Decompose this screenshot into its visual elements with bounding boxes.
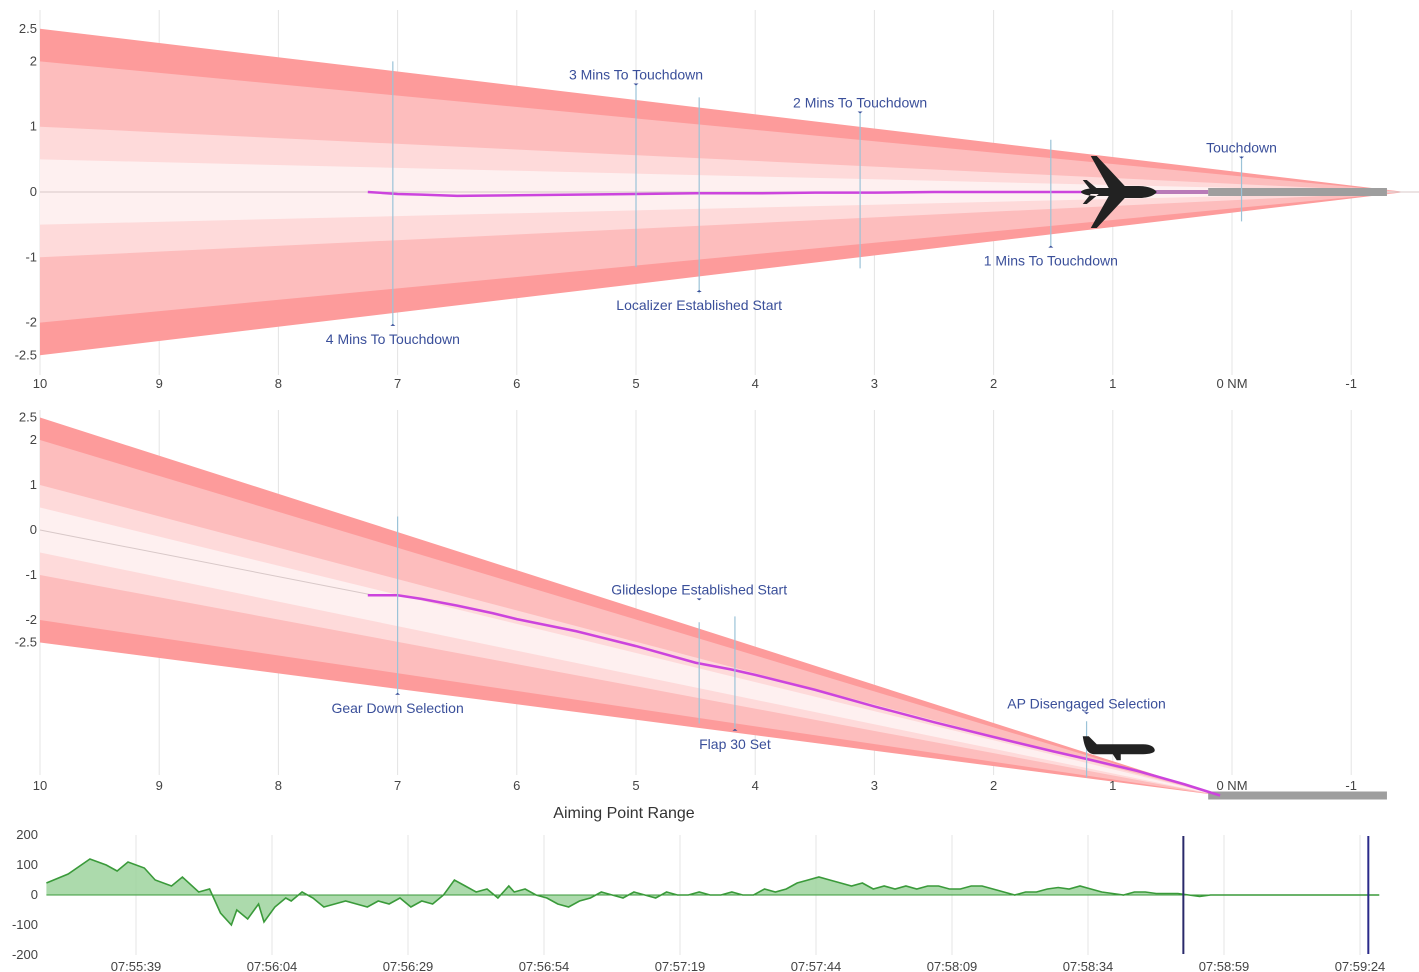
x-tick-label: 07:56:29 bbox=[383, 959, 434, 972]
x-tick-label: -1 bbox=[1345, 778, 1357, 793]
event-annotation: Touchdown bbox=[1206, 140, 1277, 156]
x-tick-label: 9 bbox=[156, 778, 163, 793]
x-tick-label: 6 bbox=[513, 376, 520, 391]
x-tick-label: 0 NM bbox=[1216, 376, 1247, 391]
flight-path-line bbox=[367, 190, 1113, 198]
x-tick-label: 7 bbox=[394, 376, 401, 391]
x-tick-label: 10 bbox=[33, 778, 47, 793]
x-axis-title: Aiming Point Range bbox=[553, 805, 695, 822]
y-tick-label: -2.5 bbox=[15, 347, 37, 362]
event-marker-arrow bbox=[1239, 156, 1245, 159]
airplane-body bbox=[1080, 156, 1157, 228]
y-tick-label: 0 bbox=[30, 522, 37, 537]
event-marker-arrow bbox=[390, 323, 396, 326]
airplane-icon bbox=[1080, 156, 1157, 228]
x-tick-label: 07:55:39 bbox=[111, 959, 162, 972]
x-tick-label: 07:56:04 bbox=[247, 959, 298, 972]
deviation-band bbox=[40, 417, 1221, 796]
y-tick-label: 200 bbox=[16, 827, 38, 842]
event-annotation: Localizer Established Start bbox=[616, 297, 782, 313]
y-tick-label: -1 bbox=[25, 567, 37, 582]
x-tick-label: 3 bbox=[871, 778, 878, 793]
y-tick-label: -1 bbox=[25, 249, 37, 264]
x-tick-label: 10 bbox=[33, 376, 47, 391]
event-annotation: 3 Mins To Touchdown bbox=[569, 66, 703, 82]
event-marker-arrow bbox=[857, 111, 863, 114]
x-tick-label: 0 NM bbox=[1216, 778, 1247, 793]
event-annotation: Glideslope Established Start bbox=[611, 581, 787, 597]
x-tick-label: 1 bbox=[1109, 376, 1116, 391]
deviation-area bbox=[46, 859, 1380, 925]
event-marker-arrow bbox=[395, 692, 401, 695]
y-tick-label: 100 bbox=[16, 857, 38, 872]
airplane-body bbox=[1082, 736, 1155, 761]
y-tick-label: 2.5 bbox=[19, 410, 37, 425]
x-tick-label: 5 bbox=[632, 778, 639, 793]
runway bbox=[1208, 188, 1387, 196]
deviation-band bbox=[40, 507, 1221, 796]
event-annotation: 1 Mins To Touchdown bbox=[984, 253, 1118, 269]
deviation-band bbox=[40, 485, 1221, 796]
x-tick-label: 9 bbox=[156, 376, 163, 391]
y-tick-label: -2.5 bbox=[15, 635, 37, 650]
event-marker-arrow bbox=[696, 598, 702, 601]
y-tick-label: 2 bbox=[30, 432, 37, 447]
y-tick-label: -2 bbox=[25, 612, 37, 627]
x-tick-label: 3 bbox=[871, 376, 878, 391]
x-tick-label: 1 bbox=[1109, 778, 1116, 793]
y-tick-label: 0 bbox=[31, 887, 38, 902]
airplane-icon bbox=[1082, 736, 1155, 761]
x-tick-label: 2 bbox=[990, 778, 997, 793]
x-tick-label: 8 bbox=[275, 376, 282, 391]
x-tick-label: 8 bbox=[275, 778, 282, 793]
deviation-band bbox=[40, 440, 1221, 796]
y-tick-label: 1 bbox=[30, 477, 37, 492]
event-annotation: Flap 30 Set bbox=[699, 736, 771, 752]
x-tick-label: 07:57:44 bbox=[791, 959, 842, 972]
x-tick-label: 07:57:19 bbox=[655, 959, 706, 972]
y-tick-label: 2.5 bbox=[19, 21, 37, 36]
x-tick-label: -1 bbox=[1345, 376, 1357, 391]
x-tick-label: 4 bbox=[752, 376, 759, 391]
y-tick-label: -200 bbox=[12, 947, 38, 962]
event-marker-arrow bbox=[696, 289, 702, 292]
y-tick-label: -2 bbox=[25, 315, 37, 330]
x-tick-label: 07:58:34 bbox=[1063, 959, 1114, 972]
event-annotation: AP Disengaged Selection bbox=[1007, 695, 1166, 711]
event-marker-arrow bbox=[633, 83, 639, 86]
event-marker-arrow bbox=[732, 728, 738, 731]
event-marker-arrow bbox=[1084, 712, 1090, 715]
y-tick-label: -100 bbox=[12, 917, 38, 932]
y-tick-label: 1 bbox=[30, 119, 37, 134]
event-marker-arrow bbox=[1048, 245, 1054, 248]
event-annotation: 2 Mins To Touchdown bbox=[793, 95, 927, 111]
flight-path-line bbox=[367, 594, 1221, 797]
x-tick-label: 07:59:24 bbox=[1335, 959, 1386, 972]
x-tick-label: 6 bbox=[513, 778, 520, 793]
y-tick-label: 0 bbox=[30, 184, 37, 199]
runway bbox=[1208, 791, 1387, 800]
x-tick-label: 7 bbox=[394, 778, 401, 793]
x-tick-label: 5 bbox=[632, 376, 639, 391]
y-tick-label: 2 bbox=[30, 53, 37, 68]
x-tick-label: 07:58:09 bbox=[927, 959, 978, 972]
timeline-deviation-chart: 200 100 0 -100 -200 07:55:39 07:56:04 07:56:29 0… bbox=[12, 827, 1385, 972]
x-tick-label: 07:58:59 bbox=[1199, 959, 1250, 972]
x-tick-label: 4 bbox=[752, 778, 759, 793]
x-tick-label: 2 bbox=[990, 376, 997, 391]
x-tick-label: 07:56:54 bbox=[519, 959, 570, 972]
event-annotation: 4 Mins To Touchdown bbox=[326, 331, 460, 347]
event-annotation: Gear Down Selection bbox=[331, 700, 463, 716]
center-line bbox=[39, 529, 374, 596]
